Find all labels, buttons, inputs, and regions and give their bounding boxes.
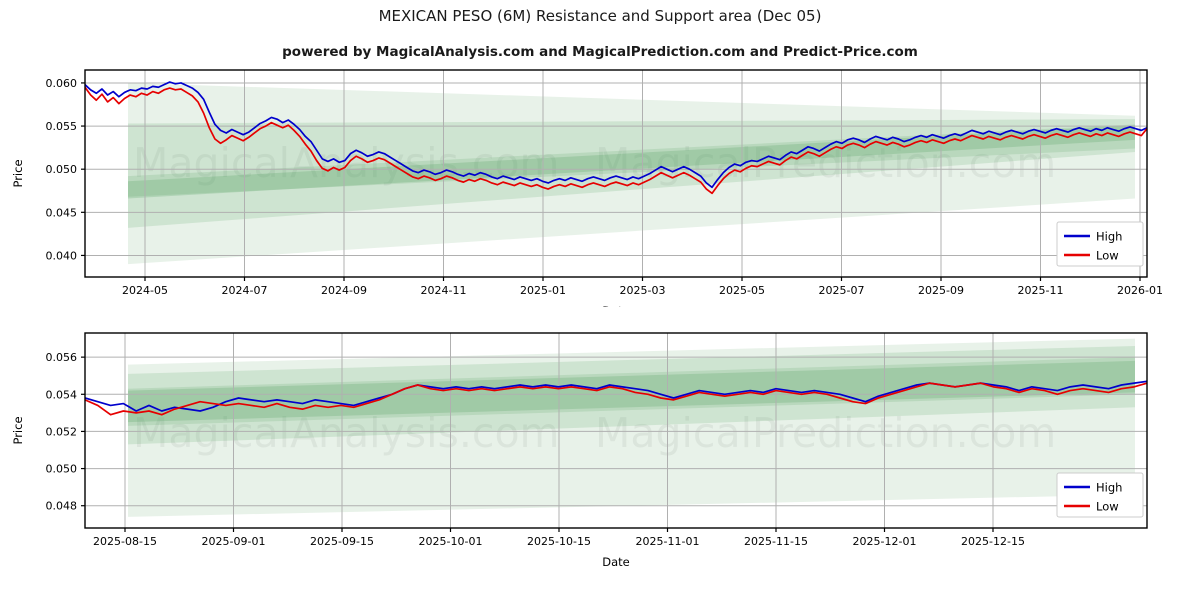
band-mid-lower [128, 124, 1135, 228]
y-axis-title: Price [11, 159, 25, 187]
lower-chart-svg: MagicalAnalysis.com MagicalPrediction.com… [11, 332, 1148, 569]
lower-chart-panel: MagicalAnalysis.com MagicalPrediction.com… [0, 325, 1200, 600]
series-line-low [85, 382, 1147, 416]
legend-item-high-label: High [1096, 481, 1122, 495]
x-tick-label: 2026-01 [1117, 284, 1163, 297]
band-outer [128, 82, 1135, 265]
y-tick-label: 0.048 [46, 500, 78, 513]
x-tick-label: 2024-07 [222, 284, 268, 297]
series-line-low [85, 86, 1147, 195]
x-tick-label: 2025-11-15 [744, 535, 808, 548]
x-tick-label: 2025-11 [1018, 284, 1064, 297]
y-tick-label: 0.056 [46, 351, 78, 364]
upper-chart-svg: MagicalAnalysis.com MagicalPrediction.com… [11, 69, 1163, 307]
x-tick-label: 2025-09-15 [310, 535, 374, 548]
legend-item-low-label: Low [1096, 500, 1119, 514]
y-tick-label: 0.050 [46, 163, 78, 176]
x-tick-label: 2025-09 [918, 284, 964, 297]
x-tick-label: 2025-07 [819, 284, 865, 297]
x-tick-label: 2025-01 [520, 284, 566, 297]
page-subtitle: powered by MagicalAnalysis.com and Magic… [282, 44, 918, 60]
y-tick-label: 0.045 [46, 206, 78, 219]
band-outer [128, 338, 1135, 517]
chart-legend[interactable]: High Low [1056, 221, 1144, 267]
x-tick-label: 2025-11-01 [636, 535, 700, 548]
x-tick-label: 2024-09 [321, 284, 367, 297]
plot-frame [84, 69, 1148, 278]
x-tick-label: 2025-09-01 [202, 535, 266, 548]
y-tick-label: 0.050 [46, 463, 78, 476]
series-line-high [85, 81, 1147, 189]
page-title: MEXICAN PESO (6M) Resistance and Support… [378, 7, 822, 25]
legend-item-low-label: Low [1096, 249, 1119, 263]
watermark-left: MagicalAnalysis.com [133, 139, 560, 187]
x-tick-label: 2024-05 [122, 284, 168, 297]
x-tick-label: 2025-12-01 [853, 535, 917, 548]
x-axis-title: Date [602, 555, 630, 569]
x-tick-label: 2025-08-15 [93, 535, 157, 548]
x-tick-label: 2025-03 [620, 284, 666, 297]
chart-legend[interactable]: High Low [1056, 472, 1144, 518]
band-mid-upper [128, 346, 1135, 426]
watermark-left: MagicalAnalysis.com [133, 409, 560, 457]
x-tick-label: 2025-10-01 [419, 535, 483, 548]
x-axis-title: Date [602, 304, 630, 307]
y-tick-label: 0.060 [46, 77, 78, 90]
x-tick-label: 2025-10-15 [527, 535, 591, 548]
x-tick-label: 2025-05 [719, 284, 765, 297]
x-tick-label: 2024-11 [421, 284, 467, 297]
band-mid-lower [128, 357, 1135, 445]
plot-frame [84, 332, 1148, 529]
y-axis-title: Price [11, 416, 25, 444]
x-tick-label: 2025-12-15 [961, 535, 1025, 548]
y-tick-label: 0.052 [46, 425, 78, 438]
y-tick-label: 0.054 [46, 388, 78, 401]
legend-item-high-label: High [1096, 230, 1122, 244]
y-tick-label: 0.040 [46, 249, 78, 262]
y-tick-label: 0.055 [46, 120, 78, 133]
upper-chart-panel: MagicalAnalysis.com MagicalPrediction.com… [0, 62, 1200, 307]
watermark-right: MagicalPrediction.com [595, 409, 1056, 457]
